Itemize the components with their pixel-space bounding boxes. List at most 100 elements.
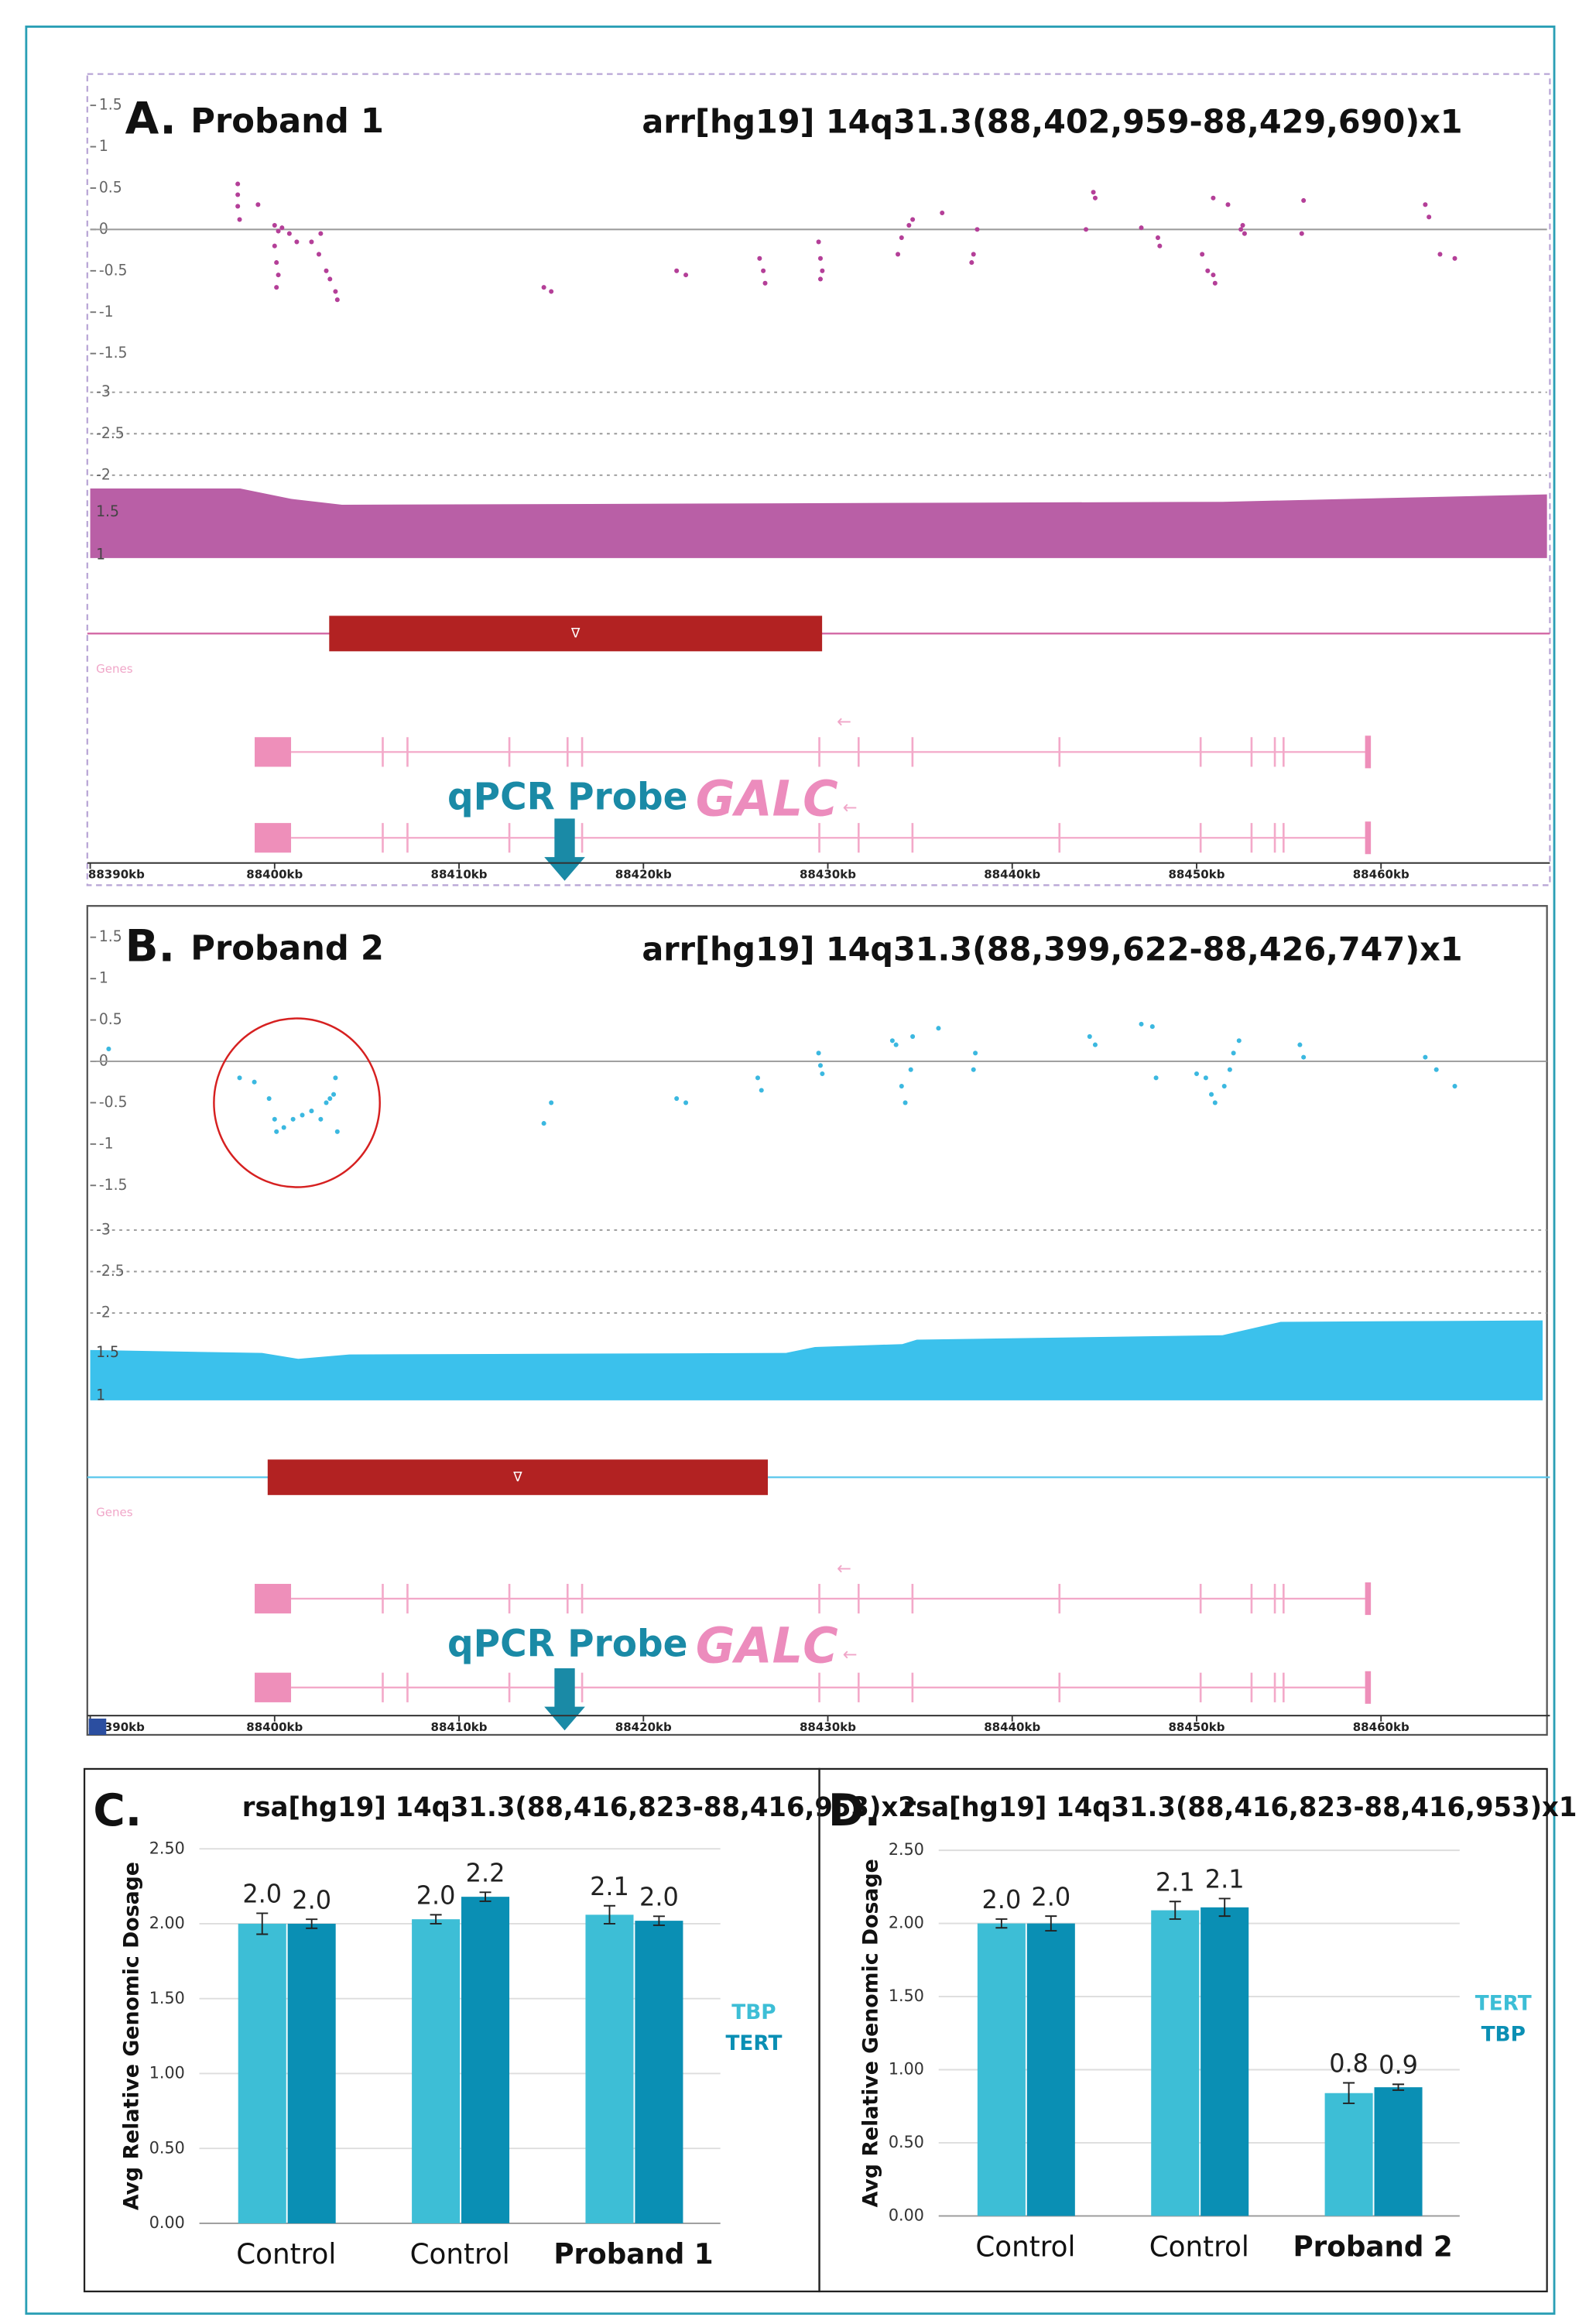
- data-point: [274, 1129, 279, 1134]
- data-point: [272, 223, 277, 228]
- data-point: [909, 1068, 913, 1072]
- segment-marker: ∇: [570, 626, 581, 641]
- track-label: -2: [96, 1304, 111, 1321]
- bar: [1027, 1924, 1075, 2216]
- data-point: [1200, 252, 1204, 256]
- data-point: [1222, 1084, 1227, 1088]
- data-point: [287, 231, 292, 236]
- data-point: [894, 1043, 899, 1047]
- y-tick-label: 2.00: [149, 1914, 185, 1932]
- data-point: [1150, 1024, 1155, 1029]
- transcript-exon: [1365, 821, 1372, 854]
- strand-arrow: ←: [837, 711, 851, 732]
- y-tick-label: 0.5: [99, 179, 122, 196]
- value-label: 2.0: [1031, 1882, 1070, 1911]
- data-point: [1093, 196, 1098, 201]
- data-point: [818, 276, 823, 281]
- sample-label: Proband 1: [190, 101, 384, 140]
- y-tick-label: -1: [99, 1135, 114, 1152]
- data-point: [309, 239, 313, 244]
- value-label: 2.0: [292, 1885, 331, 1914]
- data-point: [1434, 1068, 1439, 1072]
- transcript-exon: [255, 1584, 291, 1613]
- panel-letter: B.: [125, 920, 175, 972]
- y-tick-label: -1.5: [99, 344, 128, 362]
- y-tick-label: 1.00: [889, 2059, 924, 2078]
- data-point: [272, 244, 277, 249]
- data-point: [309, 1109, 313, 1113]
- panel-title: rsa[hg19] 14q31.3(88,416,823-88,416,953)…: [242, 1792, 916, 1823]
- x-tick-label: Proband 1: [553, 2239, 713, 2271]
- data-point: [318, 231, 323, 236]
- x-tick-label: 88450kb: [1168, 867, 1224, 881]
- x-tick-label: 88440kb: [984, 1720, 1040, 1734]
- x-tick-label: 88440kb: [984, 867, 1040, 881]
- data-point: [674, 1096, 679, 1101]
- y-tick-label: 0.00: [149, 2213, 185, 2232]
- x-tick-label: 88420kb: [615, 867, 672, 881]
- y-tick-label: 2.50: [889, 1840, 924, 1859]
- data-point: [317, 252, 321, 256]
- data-point: [542, 1121, 546, 1126]
- data-point: [235, 192, 240, 197]
- data-point: [279, 225, 284, 230]
- gene-label: GALC: [696, 1617, 838, 1674]
- panel-frame: [87, 906, 1547, 1735]
- y-tick-label: -0.5: [99, 1094, 128, 1111]
- x-tick-label: 88430kb: [800, 867, 856, 881]
- value-label: 0.9: [1379, 2050, 1418, 2079]
- bar: [585, 1914, 633, 2223]
- x-tick-label: 88410kb: [431, 867, 488, 881]
- data-point: [549, 289, 553, 293]
- data-point: [759, 1088, 764, 1092]
- panel-letter: D.: [828, 1785, 881, 1837]
- data-point: [1156, 235, 1160, 240]
- segment-marker: ∇: [512, 1469, 522, 1485]
- data-point: [300, 1112, 305, 1117]
- x-tick-label: Control: [975, 2231, 1075, 2263]
- data-point: [1213, 281, 1218, 286]
- data-point: [1209, 1092, 1214, 1097]
- y-tick-label: 1.5: [99, 97, 122, 114]
- track-name: Genes: [96, 662, 133, 676]
- data-point: [969, 260, 974, 265]
- track-name: Genes: [96, 1506, 133, 1520]
- copy-number-track: [91, 1321, 1543, 1400]
- data-point: [331, 1092, 336, 1097]
- data-point: [674, 269, 679, 273]
- highlight-circle: [214, 1019, 379, 1188]
- panel-title: arr[hg19] 14q31.3(88,402,959-88,429,690)…: [642, 102, 1462, 140]
- y-tick-label: -1: [99, 303, 114, 320]
- value-label: 2.1: [1156, 1867, 1195, 1897]
- value-label: 2.2: [466, 1858, 505, 1887]
- y-tick-label: 2.00: [889, 1913, 924, 1932]
- data-point: [549, 1100, 553, 1105]
- data-point: [335, 1129, 340, 1134]
- data-point: [899, 235, 904, 240]
- data-point: [324, 269, 329, 273]
- panel-letter: A.: [125, 93, 176, 145]
- data-point: [1205, 269, 1210, 273]
- data-point: [272, 1117, 277, 1122]
- data-point: [235, 182, 240, 187]
- data-point: [755, 1075, 760, 1080]
- y-tick-label: 1: [99, 138, 108, 155]
- track-label: -2: [96, 466, 111, 483]
- probe-arrow: [544, 818, 585, 880]
- page: {"chart_data": [ {"type": "scatter", "pa…: [0, 0, 1579, 2324]
- data-point: [252, 1080, 257, 1085]
- strand-arrow: ←: [837, 1558, 851, 1578]
- value-label: 2.0: [981, 1885, 1021, 1914]
- x-tick-label: Control: [410, 2239, 510, 2271]
- data-point: [1423, 202, 1427, 207]
- data-point: [274, 260, 279, 265]
- data-point: [820, 269, 824, 273]
- data-point: [763, 281, 768, 286]
- x-tick-label: 88420kb: [615, 1720, 672, 1734]
- value-label: 2.0: [416, 1880, 456, 1910]
- data-point: [1437, 252, 1442, 256]
- data-point: [1300, 231, 1304, 236]
- data-point: [817, 1051, 821, 1055]
- panel-title: rsa[hg19] 14q31.3(88,416,823-88,416,953)…: [903, 1792, 1577, 1823]
- transcript-exon: [255, 823, 291, 852]
